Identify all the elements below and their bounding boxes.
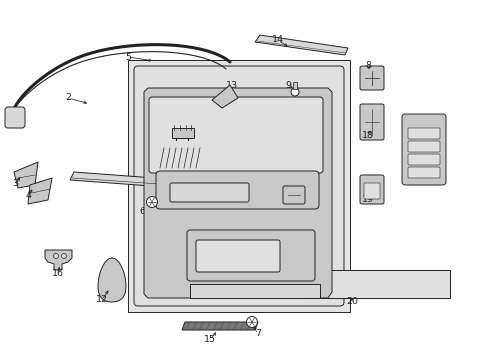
Circle shape bbox=[61, 253, 66, 258]
Polygon shape bbox=[28, 178, 52, 204]
FancyBboxPatch shape bbox=[196, 240, 280, 272]
FancyBboxPatch shape bbox=[363, 183, 379, 199]
Polygon shape bbox=[182, 322, 258, 330]
Text: 19: 19 bbox=[361, 195, 373, 204]
Polygon shape bbox=[70, 172, 235, 192]
Text: 16: 16 bbox=[52, 270, 64, 279]
FancyBboxPatch shape bbox=[149, 97, 323, 173]
Polygon shape bbox=[14, 162, 38, 188]
FancyBboxPatch shape bbox=[172, 128, 194, 138]
Text: 2: 2 bbox=[65, 94, 71, 103]
FancyBboxPatch shape bbox=[283, 186, 305, 204]
FancyBboxPatch shape bbox=[359, 66, 383, 90]
Polygon shape bbox=[45, 250, 72, 270]
Circle shape bbox=[53, 253, 59, 258]
Bar bbox=[128, 60, 349, 312]
Text: 7: 7 bbox=[254, 329, 261, 338]
Text: 13: 13 bbox=[225, 81, 238, 90]
FancyBboxPatch shape bbox=[407, 141, 439, 152]
Polygon shape bbox=[143, 88, 331, 298]
Bar bbox=[292, 82, 296, 89]
Text: 10: 10 bbox=[156, 117, 168, 126]
Circle shape bbox=[290, 88, 298, 96]
Text: 3: 3 bbox=[12, 180, 18, 189]
FancyBboxPatch shape bbox=[359, 104, 383, 140]
FancyBboxPatch shape bbox=[407, 167, 439, 178]
Text: 1: 1 bbox=[147, 174, 153, 183]
Text: 18: 18 bbox=[361, 130, 373, 139]
Polygon shape bbox=[212, 85, 238, 108]
Text: 8: 8 bbox=[364, 60, 370, 69]
Polygon shape bbox=[254, 35, 347, 55]
Text: 20: 20 bbox=[346, 297, 357, 306]
FancyBboxPatch shape bbox=[156, 171, 318, 209]
Text: 15: 15 bbox=[203, 336, 216, 345]
FancyBboxPatch shape bbox=[134, 66, 343, 306]
Text: 12: 12 bbox=[96, 296, 108, 305]
Bar bbox=[190, 284, 319, 298]
Text: 11: 11 bbox=[291, 185, 304, 194]
FancyBboxPatch shape bbox=[359, 175, 383, 204]
FancyBboxPatch shape bbox=[401, 114, 445, 185]
Text: 14: 14 bbox=[271, 36, 284, 45]
Polygon shape bbox=[98, 258, 126, 302]
FancyBboxPatch shape bbox=[170, 183, 248, 202]
Text: 9: 9 bbox=[285, 81, 290, 90]
Text: 17: 17 bbox=[421, 145, 433, 154]
FancyBboxPatch shape bbox=[407, 154, 439, 165]
Text: 6: 6 bbox=[139, 207, 145, 216]
Circle shape bbox=[246, 316, 257, 328]
FancyBboxPatch shape bbox=[407, 128, 439, 139]
FancyBboxPatch shape bbox=[5, 107, 25, 128]
Text: 4: 4 bbox=[25, 192, 31, 201]
Circle shape bbox=[146, 197, 157, 207]
Text: 5: 5 bbox=[125, 53, 131, 62]
Bar bbox=[305, 270, 449, 298]
FancyBboxPatch shape bbox=[186, 230, 314, 281]
